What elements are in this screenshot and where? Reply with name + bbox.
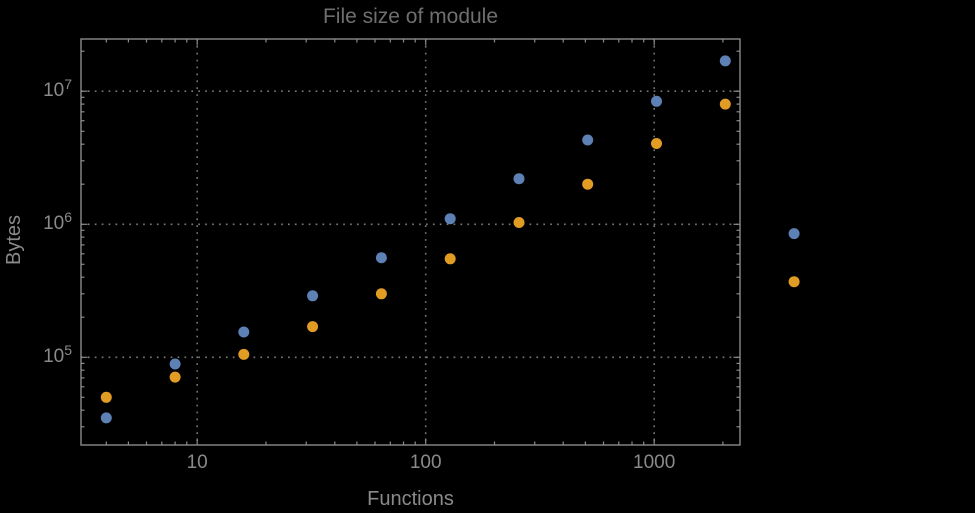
orange-series-point xyxy=(444,253,456,265)
orange-series-point xyxy=(513,217,525,228)
blue-series-point xyxy=(513,173,525,185)
plot-frame xyxy=(80,38,741,446)
blue-series-point xyxy=(788,228,800,240)
blue-series-point xyxy=(719,55,731,67)
orange-series-point xyxy=(238,348,250,360)
chart-title: File size of module xyxy=(322,5,499,28)
orange-series-point xyxy=(375,288,387,300)
blue-series-point xyxy=(375,252,387,264)
blue-series-point xyxy=(100,412,112,424)
blue-series-point xyxy=(238,326,250,338)
orange-series-point xyxy=(100,391,112,403)
blue-series-point xyxy=(582,134,594,146)
blue-series-point xyxy=(307,290,319,302)
blue-series-point xyxy=(169,358,181,370)
blue-series-point xyxy=(651,95,662,107)
orange-series-point xyxy=(307,321,319,333)
orange-series-point xyxy=(582,178,594,190)
x-axis-label: Functions xyxy=(367,488,454,510)
y-axis-label: Bytes xyxy=(3,214,25,266)
orange-series-point xyxy=(169,371,181,383)
blue-series-point xyxy=(444,213,456,225)
orange-series-point xyxy=(788,276,800,288)
orange-series-point xyxy=(719,98,731,110)
orange-series-point xyxy=(651,138,662,149)
